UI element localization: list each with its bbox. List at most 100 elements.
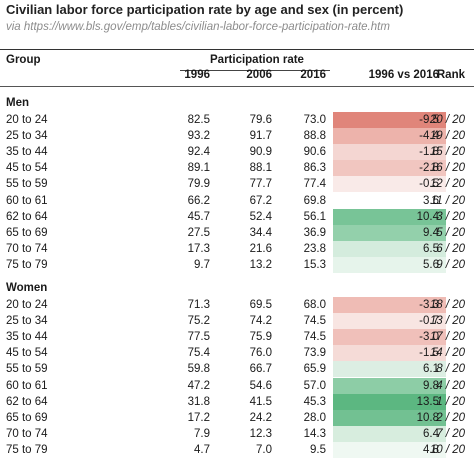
rank-cell: 15 / 20 — [429, 146, 465, 159]
rate-2016-cell: 69.8 — [303, 194, 326, 207]
table-row: 75 to 79 9.7 13.2 15.3 5.6 9 / 20 — [0, 256, 474, 273]
table-row: 45 to 54 75.4 76.0 73.9 -1.5 14 / 20 — [0, 345, 474, 362]
header-2016: 2016 — [300, 69, 326, 81]
rank-cell: 12 / 20 — [429, 178, 465, 191]
diff-cell: 6.1 — [333, 361, 446, 378]
diff-value: 5.6 — [423, 258, 439, 271]
table-row: 65 to 69 27.5 34.4 36.9 9.4 5 / 20 — [0, 224, 474, 241]
rate-1996-cell: 59.8 — [187, 363, 210, 376]
diff-cell: 10.4 — [333, 208, 446, 225]
group-cell: 35 to 44 — [6, 331, 48, 344]
rate-2016-cell: 36.9 — [303, 226, 326, 239]
table-row: 70 to 74 7.9 12.3 14.3 6.4 7 / 20 — [0, 425, 474, 442]
rate-2006-cell: 88.1 — [249, 162, 272, 175]
diff-value: 9.4 — [423, 226, 439, 239]
header-rule — [0, 86, 474, 87]
rate-1996-cell: 66.2 — [187, 194, 210, 207]
table-source-link[interactable]: via https://www.bls.gov/emp/tables/civil… — [6, 21, 390, 33]
rank-cell: 9 / 20 — [436, 258, 465, 271]
group-cell: 55 to 59 — [6, 363, 48, 376]
section-label: Men — [6, 97, 29, 109]
rate-2016-cell: 73.0 — [303, 114, 326, 126]
group-cell: 62 to 64 — [6, 210, 48, 223]
rate-1996-cell: 27.5 — [187, 226, 210, 239]
table-row: 25 to 34 75.2 74.2 74.5 -0.7 13 / 20 — [0, 313, 474, 330]
rank-cell: 14 / 20 — [429, 347, 465, 360]
rank-cell: 16 / 20 — [429, 162, 465, 175]
rate-2006-cell: 41.5 — [249, 395, 272, 408]
diff-value: -2.8 — [419, 162, 439, 175]
rate-2016-cell: 45.3 — [303, 395, 326, 408]
diff-value: -3.3 — [419, 299, 439, 311]
section-label: Women — [6, 282, 48, 294]
diff-cell: -4.4 — [333, 128, 446, 145]
rate-2006-cell: 77.7 — [249, 178, 272, 191]
rate-2006-cell: 69.5 — [249, 299, 272, 311]
rate-1996-cell: 89.1 — [187, 162, 210, 175]
rate-1996-cell: 9.7 — [194, 258, 210, 271]
table-row: 60 to 61 66.2 67.2 69.8 3.6 11 / 20 — [0, 192, 474, 209]
rate-2006-cell: 90.9 — [249, 146, 272, 159]
table-row: 35 to 44 92.4 90.9 90.6 -1.8 15 / 20 — [0, 144, 474, 161]
rank-cell: 10 / 20 — [429, 443, 465, 456]
diff-cell: -9.5 — [333, 112, 446, 128]
group-cell: 25 to 34 — [6, 315, 48, 328]
table-row: 65 to 69 17.2 24.2 28.0 10.8 2 / 20 — [0, 409, 474, 426]
rank-cell: 6 / 20 — [436, 242, 465, 255]
rate-1996-cell: 75.2 — [187, 315, 210, 328]
diff-cell: 6.4 — [333, 425, 446, 442]
diff-cell: 9.8 — [333, 377, 446, 394]
rate-2016-cell: 88.8 — [303, 130, 326, 143]
rate-2016-cell: 74.5 — [303, 315, 326, 328]
diff-value: -1.8 — [419, 146, 439, 159]
diff-cell: -0.7 — [333, 313, 446, 330]
diff-cell: 13.5 — [333, 393, 446, 410]
participation-underline — [180, 70, 330, 71]
table-row: 25 to 34 93.2 91.7 88.8 -4.4 19 / 20 — [0, 128, 474, 145]
group-cell: 25 to 34 — [6, 130, 48, 143]
rate-2016-cell: 90.6 — [303, 146, 326, 159]
group-cell: 45 to 54 — [6, 347, 48, 360]
rate-2006-cell: 79.6 — [249, 114, 272, 126]
rank-cell: 5 / 20 — [436, 226, 465, 239]
rate-2006-cell: 67.2 — [249, 194, 272, 207]
diff-cell: -3.0 — [333, 329, 446, 346]
rate-2016-cell: 77.4 — [303, 178, 326, 191]
diff-value: 6.1 — [423, 363, 439, 376]
group-cell: 60 to 61 — [6, 379, 48, 392]
rate-2016-cell: 73.9 — [303, 347, 326, 360]
group-cell: 65 to 69 — [6, 226, 48, 239]
rate-2006-cell: 54.6 — [249, 379, 272, 392]
rate-1996-cell: 45.7 — [187, 210, 210, 223]
diff-value: -0.7 — [419, 315, 439, 328]
rate-2006-cell: 12.3 — [249, 427, 272, 440]
rate-1996-cell: 71.3 — [187, 299, 210, 311]
diff-cell: 10.8 — [333, 409, 446, 426]
rate-2016-cell: 23.8 — [303, 242, 326, 255]
rate-2016-cell: 65.9 — [303, 363, 326, 376]
rate-2006-cell: 13.2 — [249, 258, 272, 271]
rank-cell: 11 / 20 — [430, 194, 465, 207]
header-group: Group — [6, 54, 41, 66]
diff-cell: -1.5 — [333, 345, 446, 362]
table-row: 62 to 64 31.8 41.5 45.3 13.5 1 / 20 — [0, 393, 474, 410]
rate-1996-cell: 17.2 — [187, 411, 210, 424]
rank-cell: 7 / 20 — [436, 427, 465, 440]
header-1996: 1996 — [184, 69, 210, 81]
rank-cell: 17 / 20 — [429, 331, 465, 344]
rank-cell: 2 / 20 — [436, 411, 465, 424]
table-row: 62 to 64 45.7 52.4 56.1 10.4 3 / 20 — [0, 208, 474, 225]
diff-value: -3.0 — [419, 331, 439, 344]
rank-cell: 18 / 20 — [429, 299, 465, 311]
rate-2016-cell: 14.3 — [303, 427, 326, 440]
header-2006: 2006 — [246, 69, 272, 81]
table-row: 75 to 79 4.7 7.0 9.5 4.8 10 / 20 — [0, 441, 474, 458]
rate-1996-cell: 4.7 — [194, 443, 210, 456]
diff-cell: 3.6 — [333, 192, 446, 209]
diff-cell: -2.8 — [333, 160, 446, 177]
rate-1996-cell: 47.2 — [187, 379, 210, 392]
header-diff: 1996 vs 2016 — [368, 69, 439, 81]
diff-value: 10.8 — [416, 411, 439, 424]
group-cell: 55 to 59 — [6, 178, 48, 191]
table-row: 55 to 59 79.9 77.7 77.4 -0.5 12 / 20 — [0, 176, 474, 193]
